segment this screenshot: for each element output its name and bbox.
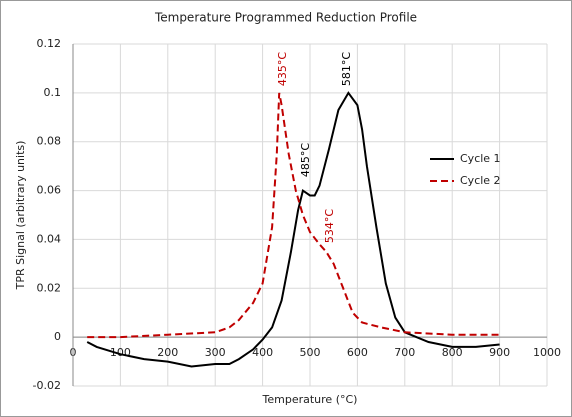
- series-line: [86, 91, 500, 368]
- y-tick-label: 0.06: [37, 184, 62, 197]
- x-tick-label: 900: [489, 346, 510, 359]
- y-tick-label: 0.1: [44, 86, 62, 99]
- x-tick-label: 500: [300, 346, 321, 359]
- y-axis-label: TPR Signal (arbitrary units): [14, 141, 27, 291]
- x-axis-label: Temperature (°C): [262, 393, 358, 406]
- annotation: 435°C: [276, 52, 289, 86]
- x-tick-label: 200: [157, 346, 178, 359]
- annotation: 485°C: [299, 143, 312, 177]
- x-tick-label: 1000: [533, 346, 561, 359]
- series-line: [87, 92, 500, 339]
- y-tick-label: 0.12: [37, 37, 62, 50]
- x-tick-label: 700: [394, 346, 415, 359]
- y-tick-label: -0.02: [33, 379, 61, 392]
- x-tick-label: 300: [205, 346, 226, 359]
- legend-label: Cycle 1: [460, 152, 501, 165]
- annotation: 581°C: [340, 52, 353, 86]
- y-tick-label: 0.08: [37, 135, 62, 148]
- y-tick-label: 0.02: [37, 281, 62, 294]
- y-tick-label: 0.04: [37, 232, 62, 245]
- annotation: 534°C: [323, 209, 336, 243]
- x-tick-label: 800: [442, 346, 463, 359]
- x-tick-label: 600: [347, 346, 368, 359]
- x-tick-label: 400: [252, 346, 273, 359]
- chart-title: Temperature Programmed Reduction Profile: [154, 11, 417, 25]
- legend-label: Cycle 2: [460, 174, 501, 187]
- y-tick-label: 0: [54, 330, 61, 343]
